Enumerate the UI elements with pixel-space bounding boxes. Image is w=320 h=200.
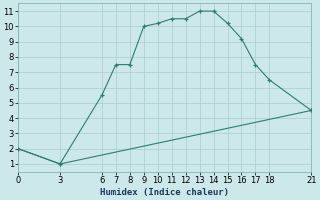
X-axis label: Humidex (Indice chaleur): Humidex (Indice chaleur) xyxy=(100,188,229,197)
